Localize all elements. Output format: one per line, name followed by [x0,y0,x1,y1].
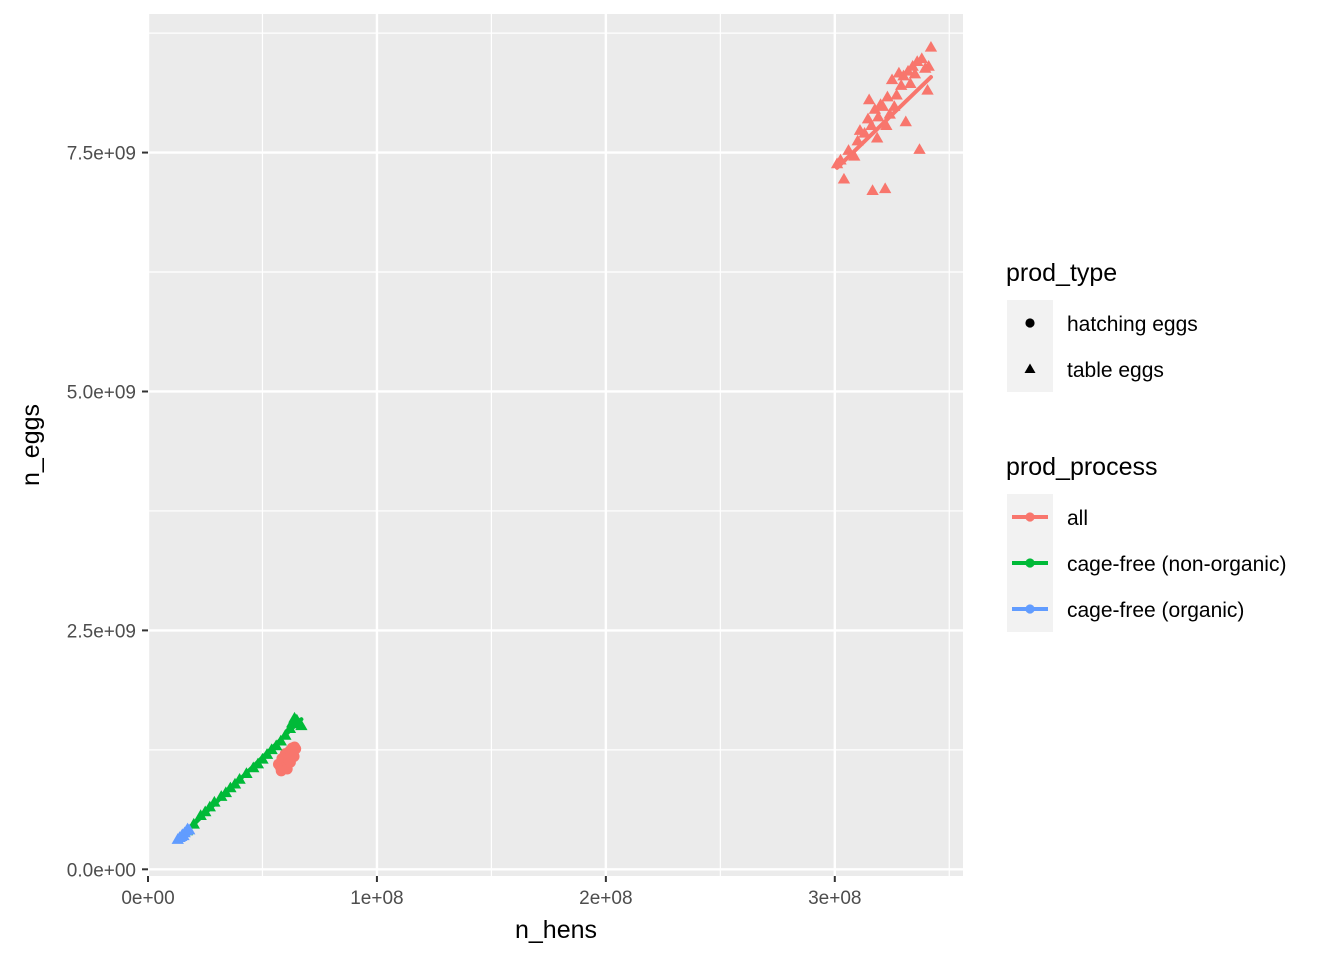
data-point [885,73,899,85]
data-point [876,100,890,111]
legend-key-dot-all [1025,512,1035,522]
data-point [872,110,885,122]
data-point [915,52,928,64]
data-point [288,751,300,763]
legend-key-triangle [1024,363,1036,373]
legend-label-hatching-eggs: hatching eggs [1067,313,1198,336]
axes: 0e+00 1e+08 2e+08 3e+08 0.0e+00 2.5e+09 5.0e+0… [67,144,862,909]
x-tick-label: 2e+08 [579,888,632,909]
data-point [295,719,308,731]
legend-key-dot-non-organic [1025,558,1035,568]
data-points [171,40,938,844]
data-point [183,823,196,835]
legend-prod-type: prod_type hatching eggs table eggs [1006,259,1198,392]
data-point [233,772,246,784]
legend-key-circle [1025,318,1035,328]
legend-label-all: all [1067,507,1088,530]
legend-label-non-organic: cage-free (non-organic) [1067,553,1286,576]
legend-title-prod-type: prod_type [1006,259,1117,287]
x-tick-label: 3e+08 [808,888,861,909]
data-point [870,131,884,143]
data-point [837,172,851,184]
data-point [888,100,901,111]
legend-key-dot-organic [1025,604,1035,614]
data-point [922,60,935,71]
data-point [208,795,221,807]
data-point [240,767,253,778]
data-point [848,149,861,161]
data-point [913,143,926,154]
data-point [921,83,934,95]
legend-title-prod-process: prod_process [1006,453,1157,481]
data-point [866,184,879,196]
data-point [895,79,908,90]
data-point [862,93,876,105]
data-point [883,107,896,119]
data-point [908,67,922,79]
data-point [834,153,847,165]
y-axis-title: n_eggs [17,404,45,486]
data-point [924,40,938,52]
data-point [881,90,894,102]
legend-label-table-eggs: table eggs [1067,359,1164,382]
data-point [283,722,297,734]
data-point [842,144,855,155]
data-point [187,817,200,829]
data-point [878,182,892,194]
data-point [880,119,893,131]
data-point [858,126,871,138]
data-point [904,77,917,88]
y-tick-label: 0.0e+00 [67,860,136,881]
data-point [851,134,864,146]
grid-lines [146,14,963,876]
data-point [865,119,878,131]
legend-prod-process: prod_process all cage-free (non-organic)… [1006,453,1286,632]
data-point [899,115,912,127]
y-tick-label: 5.0e+09 [67,382,136,403]
data-point [890,88,903,100]
y-tick-label: 2.5e+09 [67,621,136,642]
x-tick-label: 1e+08 [350,888,403,909]
data-point [274,734,287,746]
x-tick-label: 0e+00 [121,888,174,909]
y-tick-label: 7.5e+09 [67,144,136,165]
data-point [279,729,292,740]
legend-label-organic: cage-free (organic) [1067,599,1244,622]
x-axis-title: n_hens [515,916,597,944]
